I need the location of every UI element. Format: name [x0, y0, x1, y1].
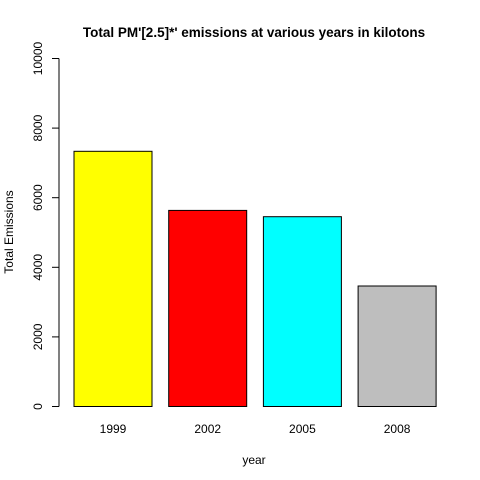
x-tick-label-1999: 1999: [100, 422, 127, 436]
y-axis-label: Total Emissions: [2, 190, 16, 273]
bar-1999: [73, 150, 153, 407]
y-tick-label: 8000: [31, 114, 45, 141]
x-tick-labels: 1999 2002 2005 2008: [100, 422, 411, 436]
x-tick-label-2002: 2002: [194, 422, 221, 436]
bar-2008: [357, 285, 437, 407]
bar-2002: [168, 209, 248, 407]
bar-2005: [262, 216, 342, 407]
x-tick-label-2005: 2005: [289, 422, 316, 436]
x-tick-label-2008: 2008: [384, 422, 411, 436]
y-tick-label: 2000: [31, 323, 45, 350]
y-axis: 0 2000 4000 6000 8000 10000: [31, 41, 60, 410]
y-tick-label: 10000: [31, 41, 45, 75]
y-tick-label: 4000: [31, 254, 45, 281]
x-axis-label: year: [242, 453, 265, 467]
bars: [73, 150, 437, 407]
y-tick-label: 0: [31, 403, 45, 410]
chart-title: Total PM'[2.5]*' emissions at various ye…: [83, 25, 425, 40]
y-tick-label: 6000: [31, 184, 45, 211]
